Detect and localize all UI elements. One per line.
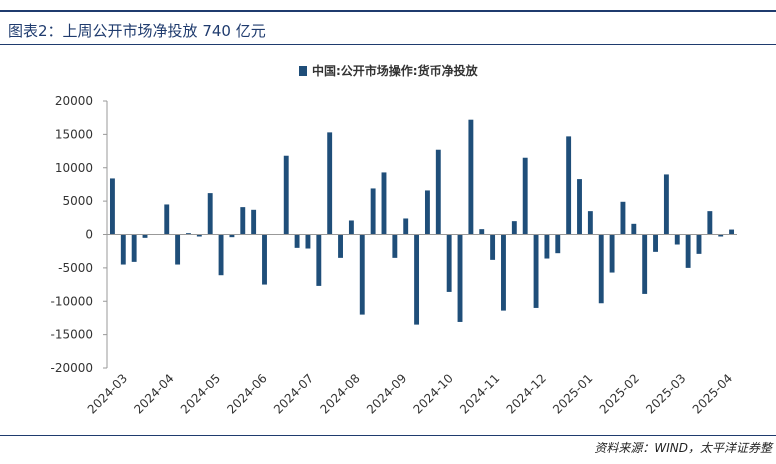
bar: [642, 234, 648, 294]
bar: [381, 172, 387, 235]
bars: [109, 119, 735, 325]
bar: [522, 157, 528, 235]
legend-swatch: [299, 66, 307, 76]
bar: [587, 211, 593, 235]
bar-chart: 中国:公开市场操作:货币净投放 20000 15000 10000 5000 0 -500…: [50, 63, 737, 417]
x-tick-label: 2024-12: [504, 371, 549, 416]
bar: [175, 234, 181, 265]
bar: [164, 204, 170, 235]
bar: [294, 234, 300, 248]
bar: [707, 211, 713, 235]
bar: [598, 234, 604, 304]
bar: [577, 179, 582, 235]
top-rule: [0, 10, 776, 12]
bar: [392, 234, 398, 258]
bar: [609, 234, 615, 273]
bar: [424, 190, 430, 235]
bar: [196, 234, 202, 237]
bar: [186, 233, 191, 235]
y-axis: 20000 15000 10000 5000 0 -5000 -10000 -15000 -20…: [50, 94, 108, 375]
x-tick-label: 2024-10: [411, 371, 456, 416]
footer-rule: [0, 435, 776, 436]
bar: [533, 234, 539, 308]
bar: [479, 229, 485, 235]
source-note: 资料来源：WIND，太平洋证券整: [594, 441, 772, 455]
y-tick-label: -10000: [50, 294, 93, 308]
bar: [490, 234, 496, 260]
bar: [501, 234, 506, 311]
bar: [631, 223, 637, 235]
bar: [457, 234, 463, 322]
bar: [414, 234, 420, 325]
y-tick-label: 5000: [62, 194, 93, 208]
legend: 中国:公开市场操作:货币净投放: [299, 63, 479, 78]
bar: [207, 193, 213, 235]
bar: [370, 188, 376, 235]
bar: [653, 234, 658, 252]
bar: [359, 234, 365, 315]
bar: [316, 234, 322, 286]
figure-title: 图表2：上周公开市场净投放 740 亿元: [8, 22, 266, 40]
bar: [468, 119, 474, 235]
bar: [131, 234, 137, 262]
y-tick-label: 0: [85, 228, 93, 242]
x-tick-label: 2024-11: [457, 371, 502, 416]
bar: [251, 209, 257, 235]
bar: [348, 220, 354, 235]
bar: [218, 234, 224, 276]
x-tick-label: 2024-08: [317, 371, 362, 416]
bar: [555, 234, 561, 254]
x-tick-label: 2024-06: [224, 371, 269, 416]
bar: [262, 234, 267, 285]
bar: [435, 149, 441, 235]
bar: [283, 155, 289, 235]
x-tick-label: 2024-04: [131, 371, 176, 416]
y-tick-label: -5000: [58, 261, 93, 275]
y-tick-label: 20000: [55, 94, 93, 108]
bar: [511, 221, 517, 235]
bar: [120, 234, 126, 265]
bar: [674, 234, 680, 245]
y-tick-label: 15000: [55, 127, 93, 141]
bar: [718, 234, 724, 237]
bar: [620, 201, 626, 235]
x-tick-label: 2024-05: [178, 371, 223, 416]
bar: [142, 234, 148, 238]
y-tick-label: -20000: [50, 361, 93, 375]
legend-label: 中国:公开市场操作:货币净投放: [312, 63, 479, 78]
x-tick-label: 2025-03: [643, 371, 688, 416]
bar: [566, 136, 572, 235]
bar: [240, 207, 246, 235]
bar: [663, 174, 669, 235]
bar: [109, 178, 115, 235]
bar: [696, 234, 702, 254]
x-tick-label: 2024-09: [364, 371, 409, 416]
y-tick-label: -15000: [50, 328, 93, 342]
bar: [544, 234, 550, 259]
x-tick-label: 2025-01: [550, 371, 595, 416]
x-tick-label: 2025-04: [690, 371, 735, 416]
bar: [685, 234, 691, 268]
x-tick-label: 2024-03: [85, 371, 130, 416]
bar: [305, 234, 311, 249]
x-tick-label: 2025-02: [597, 371, 642, 416]
bar: [403, 218, 409, 235]
bar: [446, 234, 452, 292]
bar: [327, 132, 333, 235]
bar: [229, 234, 235, 238]
bar: [338, 234, 343, 258]
x-axis: 2024-03 2024-04 2024-05 2024-06 2024-07 2024-…: [85, 234, 737, 417]
y-tick-label: 10000: [55, 161, 93, 175]
title-rule: [0, 44, 776, 45]
bar: [729, 229, 735, 235]
x-tick-label: 2024-07: [271, 371, 316, 416]
